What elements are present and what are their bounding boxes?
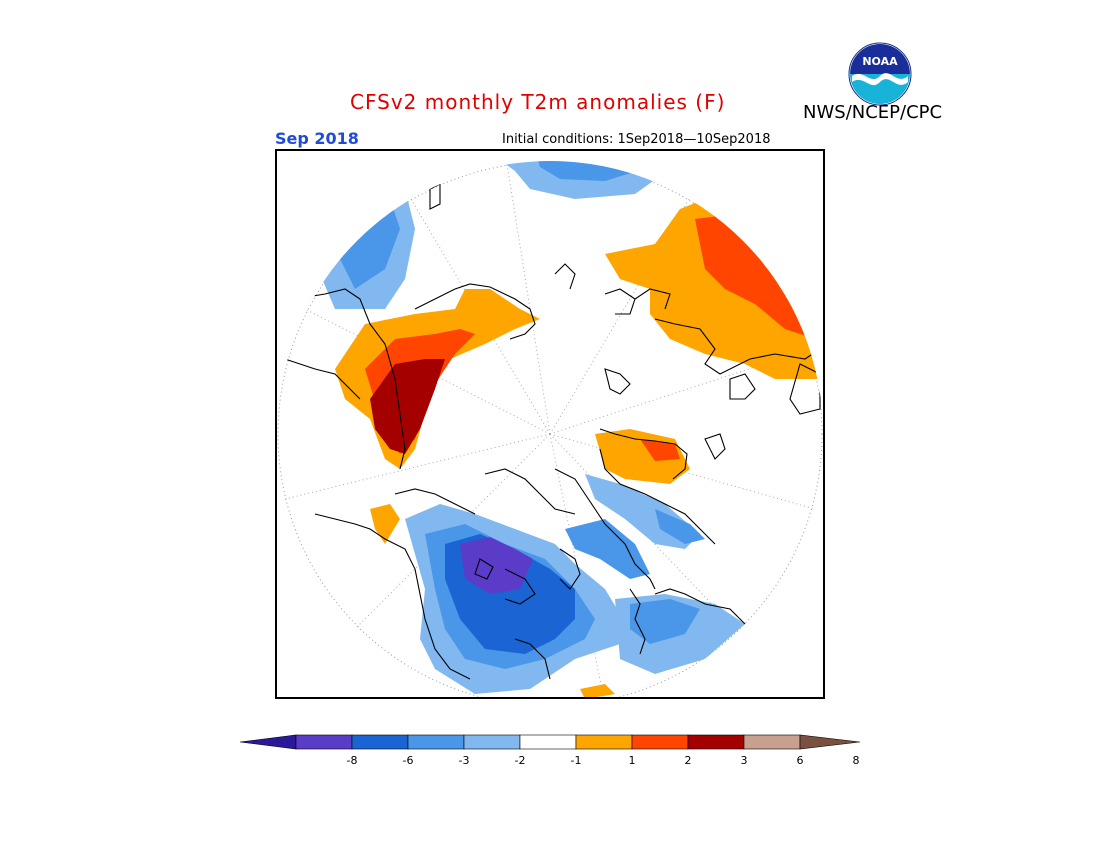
colorbar-arrow-high xyxy=(799,734,861,750)
polar-map xyxy=(275,149,825,699)
anomaly-northwest-atlantic-cold-core xyxy=(340,199,400,289)
graticule-meridians xyxy=(284,163,816,699)
colorbar-tick-label: 8 xyxy=(853,754,860,767)
chart-title: CFSv2 monthly T2m anomalies (F) xyxy=(350,90,726,114)
initial-conditions-label: Initial conditions: 1Sep2018—10Sep2018 xyxy=(502,132,771,147)
colorbar-tick-label: -8 xyxy=(347,754,358,767)
colorbar-segment xyxy=(575,734,633,750)
colorbar: -8 -6 -3 -2 -1 1 2 3 6 8 xyxy=(239,734,861,767)
colorbar-tick-label: 2 xyxy=(685,754,692,767)
colorbar-tick-label: -3 xyxy=(459,754,470,767)
colorbar-segment xyxy=(295,734,353,750)
colorbar-segment xyxy=(743,734,801,750)
forecast-period: Sep 2018 xyxy=(275,129,359,148)
anomaly-greenland-warm-extreme xyxy=(370,359,445,454)
colorbar-tick-label: 3 xyxy=(741,754,748,767)
colorbar-tick-label: -1 xyxy=(571,754,582,767)
anomaly-pacific-warm-spot xyxy=(580,684,615,699)
anomaly-siberia-warm-strong xyxy=(640,439,680,461)
map-frame xyxy=(275,149,825,699)
anomaly-russia-warm-strong xyxy=(695,214,815,339)
colorbar-segment xyxy=(519,734,577,750)
colorbar-tick-label: 1 xyxy=(629,754,636,767)
colorbar-tick-label: -2 xyxy=(515,754,526,767)
colorbar-segment xyxy=(687,734,745,750)
colorbar-tick-label: 6 xyxy=(797,754,804,767)
agency-label: NWS/NCEP/CPC xyxy=(803,102,943,123)
noaa-logo-text: NOAA xyxy=(862,55,898,68)
anomaly-archipelago-cold xyxy=(565,519,650,579)
anomaly-alaska-warm xyxy=(370,504,400,544)
anomaly-siberia-cold-core xyxy=(655,509,705,544)
coastlines xyxy=(284,183,821,680)
colorbar-segment xyxy=(463,734,521,750)
anomaly-atlantic-cold-core xyxy=(535,161,637,181)
colorbar-tick-label: -6 xyxy=(403,754,414,767)
noaa-logo-icon: NOAA xyxy=(848,42,912,106)
map-boundary-circle xyxy=(277,161,823,699)
colorbar-arrow-low xyxy=(239,734,297,750)
anomaly-east-asia-cold-core xyxy=(630,599,700,644)
anomaly-canada-extreme-cold xyxy=(460,537,533,594)
colorbar-segment xyxy=(631,734,689,750)
colorbar-segment xyxy=(351,734,409,750)
colorbar-segment xyxy=(407,734,465,750)
